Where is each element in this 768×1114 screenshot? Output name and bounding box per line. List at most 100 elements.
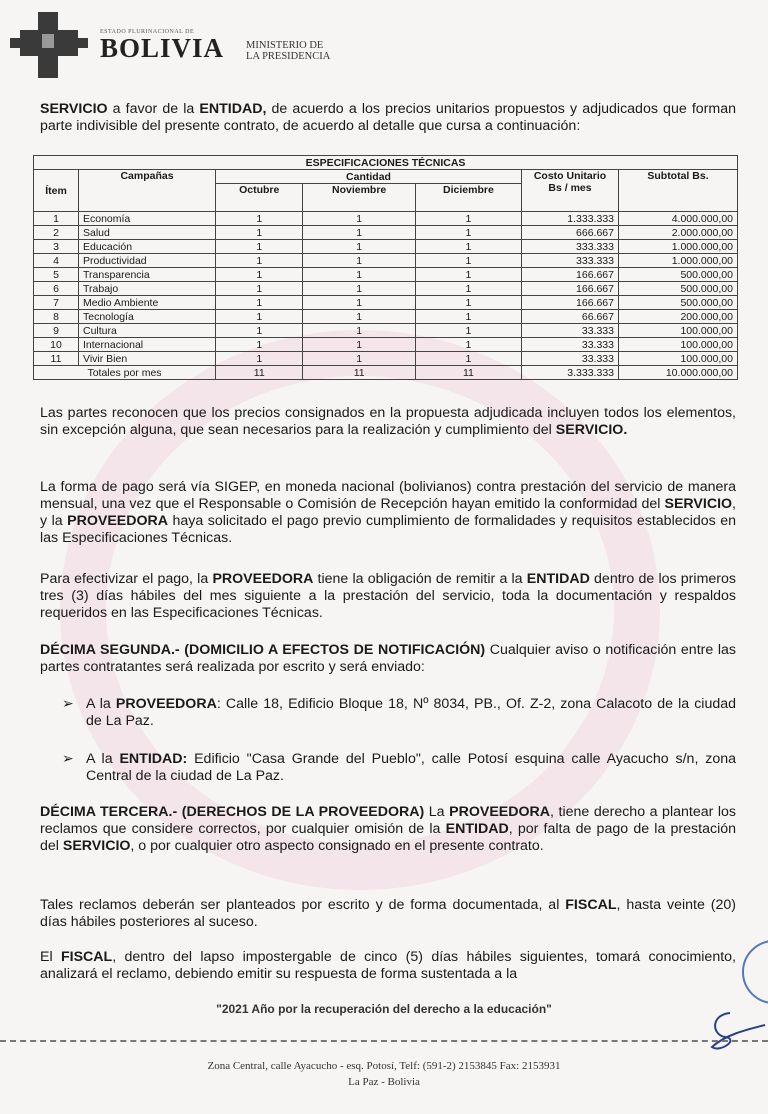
campaign-name: Educación [78,239,216,254]
text-segment: : Calle 18, Edificio Bloque 18, Nº 8034,… [86,696,737,729]
bold-text: SERVICIO [40,101,108,117]
qty-october: 1 [214,309,304,324]
arrow-bullet-icon: ➢ [62,751,74,767]
footer-address: Zona Central, calle Ayacucho - esq. Poto… [207,1060,561,1072]
total-subtotal: 10.000.000,00 [618,365,738,380]
subtotal: 1.000.000,00 [618,253,738,268]
bold-text: PROVEEDORA [449,804,551,820]
text-segment: tiene la obligación de remitir a la [313,571,527,587]
header-december: Diciembre [414,183,523,212]
text-segment: , dentro del lapso impostergable de cinc… [40,949,736,982]
text-segment: , y la [40,496,736,529]
text-segment: , hasta veinte (20) días hábiles posteri… [40,897,736,930]
unit-cost: 33.333 [521,351,619,366]
letterhead: ESTADO PLURINACIONAL DE BOLIVIA MINISTER… [10,10,330,80]
qty-november: 1 [302,309,416,324]
bullet-item: ➢ A la ENTIDAD: Edificio "Casa Grande del… [62,751,736,785]
header-october: Octubre [214,183,304,212]
qty-november: 1 [302,239,416,254]
bolivia-emblem-logo [10,12,88,78]
header-quantity: Cantidad [215,169,522,184]
text-segment: Edificio "Casa Grande del Pueblo", calle… [86,751,737,784]
logo-big-text: BOLIVIA [100,33,225,63]
unit-cost: 66.667 [521,309,619,324]
item-number: 4 [33,253,79,268]
qty-october: 1 [214,225,304,240]
qty-october: 1 [214,211,304,226]
text-segment: La [424,804,450,820]
text-segment: , por falta de pago de la prestación del [40,821,737,854]
qty-october: 1 [214,267,304,282]
campaign-name: Medio Ambiente [78,295,216,310]
table-row: 2 Salud 1 1 1 666.667 2.000.000,00 [33,225,738,240]
qty-october: 1 [214,337,304,352]
paragraph: Las partes reconocen que los precios con… [40,405,736,439]
qty-december: 1 [414,225,523,240]
item-number: 5 [33,267,79,282]
item-number: 7 [33,295,79,310]
qty-november: 1 [302,211,416,226]
table-title: ESPECIFICACIONES TÉCNICAS [33,155,738,170]
header-november: Noviembre [302,183,416,212]
totals-label: Totales por mes [33,365,216,380]
item-number: 6 [33,281,79,296]
text-segment: de acuerdo a los precios unitarios propu… [40,101,737,134]
text-segment: La forma de pago será vía SIGEP, en mone… [40,479,736,512]
item-number: 10 [33,337,79,352]
subtotal: 2.000.000,00 [618,225,738,240]
bold-text: PROVEEDORA [212,571,314,587]
text-segment: haya solicitado el pago previo cumplimie… [40,513,736,546]
campaign-name: Productividad [78,253,216,268]
table-row: 8 Tecnología 1 1 1 66.667 200.000,00 [33,309,738,324]
item-number: 8 [33,309,79,324]
total-unit-cost: 3.333.333 [521,365,619,380]
campaign-name: Economía [78,211,216,226]
subtotal: 200.000,00 [618,309,738,324]
bullet-item: ➢ A la PROVEEDORA: Calle 18, Edificio Blo… [62,696,736,730]
bold-text: PROVEEDORA [67,513,169,529]
subtotal: 1.000.000,00 [618,239,738,254]
qty-november: 1 [302,281,416,296]
item-number: 2 [33,225,79,240]
qty-december: 1 [414,253,523,268]
qty-october: 1 [214,295,304,310]
subtotal: 100.000,00 [618,351,738,366]
unit-cost: 166.667 [521,281,619,296]
intro-paragraph: SERVICIO a favor de la ENTIDAD, de acuer… [40,101,736,135]
specifications-table: ESPECIFICACIONES TÉCNICAS Ítem Campañas … [33,155,738,380]
bold-text: ENTIDAD [526,571,590,587]
text-segment: dentro de los primeros tres (3) días háb… [40,571,736,621]
bold-text: SERVICIO [62,838,131,854]
qty-december: 1 [414,267,523,282]
qty-october: 1 [214,351,304,366]
unit-cost: 33.333 [521,337,619,352]
campaign-name: Trabajo [78,281,216,296]
bold-text: DÉCIMA TERCERA.- (DERECHOS DE LA PROVEED… [40,804,425,820]
unit-cost: 666.667 [521,225,619,240]
qty-december: 1 [414,337,523,352]
qty-december: 1 [414,309,523,324]
qty-november: 1 [302,225,416,240]
footer-city: La Paz - Bolivia [348,1076,420,1088]
qty-november: 1 [302,253,416,268]
subtotal: 4.000.000,00 [618,211,738,226]
paragraph: Tales reclamos deberán ser planteados po… [40,897,736,931]
total-december: 11 [414,365,523,380]
text-segment: A la [86,696,116,712]
ministry-line2: LA PRESIDENCIA [246,51,331,62]
text-segment: A la [86,751,120,767]
bold-text: ENTIDAD: [119,751,188,767]
subtotal: 500.000,00 [618,281,738,296]
header-campaign: Campañas [78,169,216,212]
qty-december: 1 [414,323,523,338]
campaign-name: Vivir Bien [78,351,216,366]
clause-13-paragraph: DÉCIMA TERCERA.- (DERECHOS DE LA PROVEED… [40,804,736,855]
qty-december: 1 [414,351,523,366]
unit-cost: 33.333 [521,323,619,338]
total-october: 11 [214,365,304,380]
qty-october: 1 [214,239,304,254]
table-row: 11 Vivir Bien 1 1 1 33.333 100.000,00 [33,351,738,366]
bullet-text: A la ENTIDAD: Edificio "Casa Grande del … [86,751,736,785]
qty-november: 1 [302,295,416,310]
campaign-name: Internacional [78,337,216,352]
